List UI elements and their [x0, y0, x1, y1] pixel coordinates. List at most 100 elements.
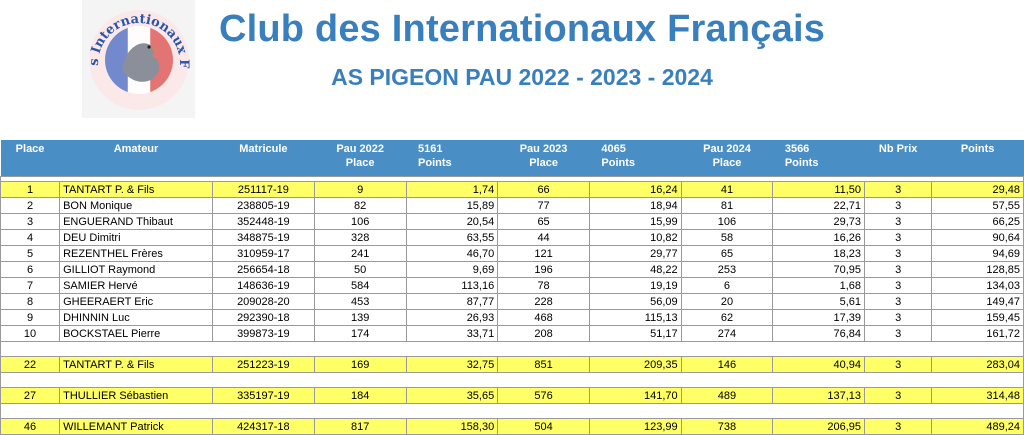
cell-p23: 77: [497, 197, 590, 214]
cell-pt22: 1,74: [405, 181, 499, 198]
table-row: 46 WILLEMANT Patrick 424317-18 817 158,30 504…: [0, 418, 1024, 435]
col-header-amateur: Amateur: [59, 140, 213, 177]
cell-amateur: TANTART P. & Fils: [59, 181, 213, 198]
cell-p24: 6: [680, 277, 774, 294]
cell-pt24: 76,84: [772, 325, 866, 342]
cell-matricule: 348875-19: [211, 229, 315, 246]
cell-nb: 3: [864, 418, 933, 435]
cell-matricule: 256654-18: [211, 261, 315, 278]
cell-matricule: 335197-19: [211, 387, 315, 404]
cell-p22: 169: [313, 356, 407, 373]
cell-place: 2: [0, 197, 61, 214]
cell-p24: 41: [680, 181, 774, 198]
table-row: 9 DHINNIN Luc 292390-18 139 26,93 468 115,13 62…: [0, 309, 1024, 326]
cell-amateur: SAMIER Hervé: [59, 277, 213, 294]
cell-place: 7: [0, 277, 61, 294]
cell-pt23: 51,17: [588, 325, 682, 342]
cell-amateur: THULLIER Sébastien: [59, 387, 213, 404]
col-header-place: Place: [0, 140, 60, 177]
cell-place: 27: [0, 387, 61, 404]
col-header-3566-points: 3566 Points: [772, 140, 865, 177]
cell-nb: 3: [864, 181, 933, 198]
cell-nb: 3: [864, 387, 933, 404]
cell-points: 314,48: [931, 387, 1024, 404]
spacer-row: [0, 372, 1024, 388]
cell-amateur: GILLIOT Raymond: [59, 261, 213, 278]
cell-matricule: 238805-19: [211, 197, 315, 214]
table-row: 10 BOCKSTAEL Pierre 399873-19 174 33,71 208 51…: [0, 325, 1024, 342]
cell-nb: 3: [864, 325, 933, 342]
cell-matricule: 424317-18: [211, 418, 315, 435]
cell-p22: 50: [313, 261, 407, 278]
cell-points: 128,85: [931, 261, 1024, 278]
cell-p23: 78: [497, 277, 590, 294]
col-header-nb-prix: Nb Prix: [864, 140, 932, 177]
cell-pt24: 5,61: [772, 293, 866, 310]
cell-p23: 504: [497, 418, 590, 435]
cell-matricule: 310959-17: [211, 245, 315, 262]
cell-nb: 3: [864, 293, 933, 310]
spacer-row: [0, 403, 1024, 419]
table-row: 3 ENGUERAND Thibaut 352448-19 106 20,54 65 15,…: [0, 213, 1024, 230]
cell-place: 1: [0, 181, 61, 198]
cell-p22: 817: [313, 418, 407, 435]
cell-p23: 208: [497, 325, 590, 342]
page-subtitle: AS PIGEON PAU 2022 - 2023 - 2024: [331, 64, 713, 90]
cell-points: 161,72: [931, 325, 1024, 342]
cell-p22: 328: [313, 229, 407, 246]
cell-p23: 65: [497, 213, 590, 230]
cell-place: 4: [0, 229, 61, 246]
cell-matricule: 209028-20: [211, 293, 315, 310]
cell-pt22: 46,70: [405, 245, 499, 262]
cell-pt22: 158,30: [405, 418, 499, 435]
cell-pt23: 56,09: [588, 293, 682, 310]
cell-pt23: 123,99: [588, 418, 682, 435]
cell-pt22: 32,75: [405, 356, 499, 373]
cell-nb: 3: [864, 261, 933, 278]
table-header-row: Place Amateur Matricule Pau 2022 Place 51…: [0, 140, 1024, 177]
col-header-pau2024-place: Pau 2024 Place: [681, 140, 773, 177]
cell-pt23: 115,13: [588, 309, 682, 326]
results-table-body: 1 TANTART P. & Fils 251117-19 9 1,74 66 16,24 4…: [0, 176, 1024, 435]
cell-points: 159,45: [931, 309, 1024, 326]
cell-p23: 66: [497, 181, 590, 198]
col-header-5161-points: 5161 Points: [406, 140, 498, 177]
cell-pt24: 11,50: [772, 181, 866, 198]
cell-pt22: 9,69: [405, 261, 499, 278]
table-row: 5 REZENTHEL Frères 310959-17 241 46,70 121 29,…: [0, 245, 1024, 262]
cell-p24: 253: [680, 261, 774, 278]
cell-amateur: ENGUERAND Thibaut: [59, 213, 213, 230]
cell-place: 9: [0, 309, 61, 326]
col-header-points: Points: [931, 140, 1024, 177]
col-header-pau2023-place: Pau 2023 Place: [497, 140, 590, 177]
cell-pt24: 70,95: [772, 261, 866, 278]
cell-pt24: 40,94: [772, 356, 866, 373]
cell-pt22: 15,89: [405, 197, 499, 214]
cell-amateur: REZENTHEL Frères: [59, 245, 213, 262]
cell-p24: 274: [680, 325, 774, 342]
cell-place: 5: [0, 245, 61, 262]
cell-p23: 196: [497, 261, 590, 278]
cell-pt22: 20,54: [405, 213, 499, 230]
cell-place: 10: [0, 325, 61, 342]
cell-nb: 3: [864, 277, 933, 294]
cell-matricule: 251223-19: [211, 356, 315, 373]
cell-points: 66,25: [931, 213, 1024, 230]
table-row: 6 GILLIOT Raymond 256654-18 50 9,69 196 48,22 2…: [0, 261, 1024, 278]
cell-p24: 146: [680, 356, 774, 373]
cell-pt23: 10,82: [588, 229, 682, 246]
cell-p22: 82: [313, 197, 407, 214]
cell-pt23: 29,77: [588, 245, 682, 262]
cell-nb: 3: [864, 245, 933, 262]
cell-pt23: 19,19: [588, 277, 682, 294]
cell-p24: 81: [680, 197, 774, 214]
cell-p24: 20: [680, 293, 774, 310]
cell-pt23: 15,99: [588, 213, 682, 230]
cell-matricule: 292390-18: [211, 309, 315, 326]
cell-p22: 9: [313, 181, 407, 198]
cell-points: 283,04: [931, 356, 1024, 373]
table-row: 22 TANTART P. & Fils 251223-19 169 32,75 851 2…: [0, 356, 1024, 373]
col-header-matricule: Matricule: [212, 140, 315, 177]
cell-p23: 121: [497, 245, 590, 262]
cell-p24: 58: [680, 229, 774, 246]
